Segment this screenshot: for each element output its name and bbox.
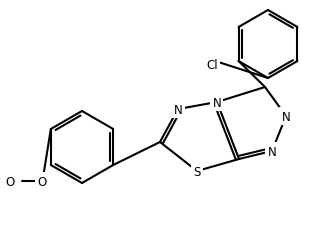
Text: N: N xyxy=(174,103,182,116)
Text: N: N xyxy=(281,110,290,123)
Text: N: N xyxy=(213,96,221,109)
Text: Cl: Cl xyxy=(206,58,218,71)
Text: N: N xyxy=(268,145,276,158)
Text: O: O xyxy=(5,175,15,188)
Text: S: S xyxy=(193,165,201,178)
Text: O: O xyxy=(37,175,47,188)
